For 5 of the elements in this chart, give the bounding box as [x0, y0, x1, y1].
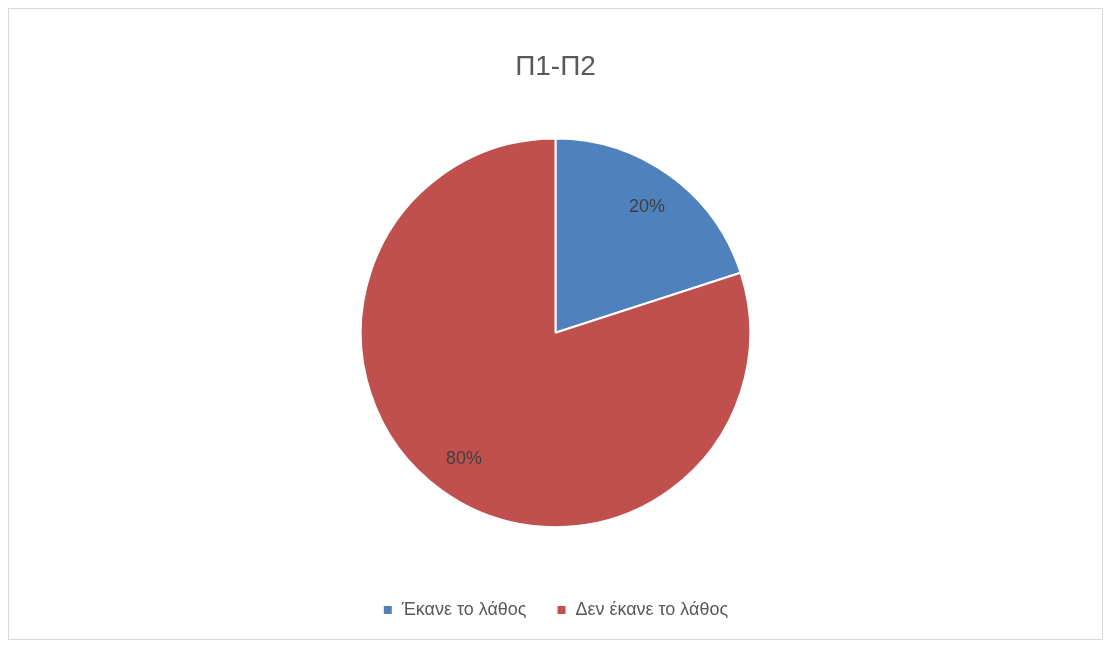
data-label: 80%: [446, 447, 482, 468]
legend-label: Δεν έκανε το λάθος: [575, 599, 729, 620]
data-label: 20%: [629, 195, 666, 216]
legend-label: Έκανε το λάθος: [400, 599, 527, 620]
chart-title: Π1-Π2: [515, 50, 596, 82]
